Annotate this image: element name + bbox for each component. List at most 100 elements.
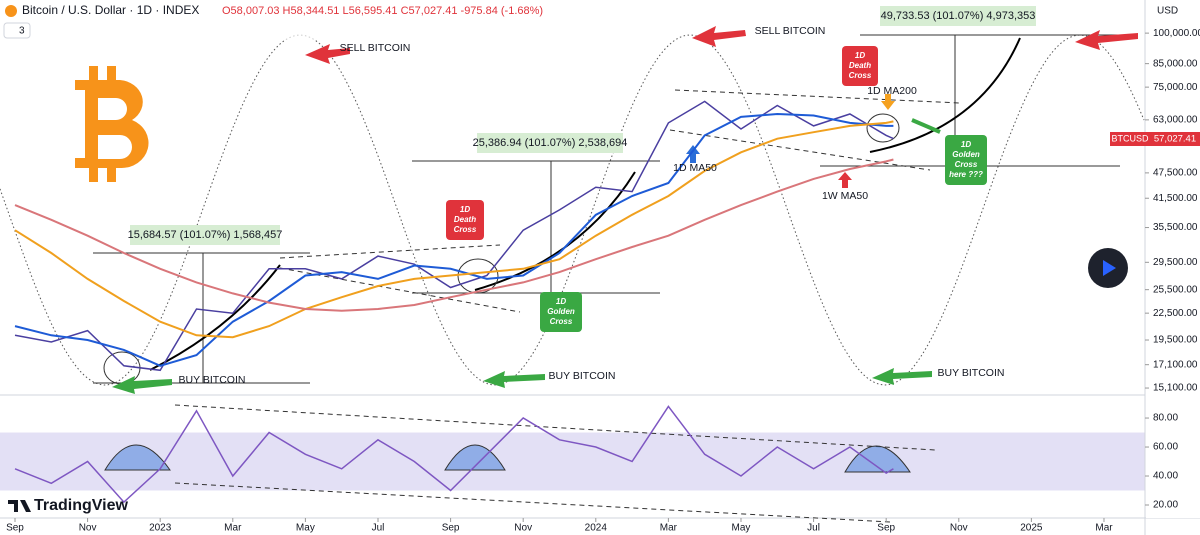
symbol-icon (5, 5, 17, 17)
channels (174, 89, 961, 523)
annotation: Cross (550, 317, 573, 326)
price-label: 57,027.41 (1154, 134, 1196, 145)
red-arrow (692, 26, 746, 47)
callout (446, 200, 484, 240)
rsi-arcs (104, 444, 911, 473)
ticker-label-bg (1110, 132, 1150, 146)
series-line (14, 405, 894, 504)
annotation: BUY BITCOIN (938, 367, 1005, 379)
annotation: 1D (556, 297, 566, 306)
x-tick-label: 2025 (1020, 523, 1043, 534)
rsi-band (0, 432, 1145, 491)
red-arrow (305, 44, 350, 64)
callout (540, 292, 582, 332)
price-axis-bg (1146, 0, 1200, 518)
y-tick-label: 41,500.00 (1153, 193, 1198, 204)
annotation: 1D MA200 (867, 85, 917, 97)
annotation: Death (454, 215, 476, 224)
indicator-count[interactable]: 3 (19, 26, 25, 37)
annotation: Golden (547, 307, 575, 316)
annotation: 1D (961, 140, 971, 149)
red-arrow (1075, 30, 1138, 50)
measure-box (130, 225, 280, 245)
x-tick-label: Nov (79, 523, 97, 534)
y-tick-label: 100,000.00 (1153, 28, 1200, 39)
annotation: 1W MA50 (822, 190, 868, 202)
plot-area (14, 100, 894, 504)
currency: USD (1157, 6, 1178, 17)
x-tick-label: Jul (372, 523, 385, 534)
annotation: SELL BITCOIN (340, 42, 411, 54)
indicator-toggle[interactable] (3, 22, 31, 39)
annotation: 1D (855, 51, 865, 60)
callout (945, 135, 987, 185)
green-pointer (911, 118, 941, 134)
y-tick-label: 63,000.00 (1153, 115, 1198, 126)
logo-bar (107, 166, 116, 182)
y-tick-label: 19,500.00 (1153, 335, 1198, 346)
y-tick-label: 75,000.00 (1153, 82, 1198, 93)
annotation: 15,684.57 (101.07%) 1,568,457 (128, 229, 283, 241)
annotations: SELL BITCOIN SELL BITCOIN BUY BITCOIN BUY B… (128, 6, 1036, 386)
logo-bar (89, 166, 98, 182)
y-tick-label: 47,500.00 (1153, 168, 1198, 179)
ohlc[interactable]: O58,007.03 H58,344.51 L56,595.41 C57,027… (222, 5, 543, 17)
annotation: BUY BITCOIN (549, 370, 616, 382)
x-tick-label: Sep (6, 523, 24, 534)
x-tick-label: Nov (950, 523, 968, 534)
ticker-label: BTCUSD (1111, 133, 1149, 143)
annotation: 1D MA50 (673, 162, 717, 174)
y-tick-label: 29,500.00 (1153, 257, 1198, 268)
green-arrow (872, 368, 932, 385)
y-tick-label: 22,500.00 (1153, 308, 1198, 319)
y-tick-label: 60.00 (1153, 442, 1178, 453)
annotation: Cross (454, 225, 477, 234)
annotation: SELL BITCOIN (755, 25, 826, 37)
x-tick-label: Mar (224, 523, 242, 534)
x-tick-label: Mar (1095, 523, 1113, 534)
x-tick-label: Sep (442, 523, 460, 534)
price-label-bg (1150, 132, 1200, 146)
x-tick-label: Nov (514, 523, 532, 534)
logo-bar (107, 66, 116, 82)
axes: 100,000.00 85,000.00 75,000.00 63,000.00 47,… (6, 28, 1200, 534)
brand: TradingView (34, 497, 129, 514)
green-arrow (112, 376, 172, 394)
annotation: 49,733.53 (101.07%) 4,973,353 (881, 10, 1036, 22)
measure-box (477, 133, 623, 153)
x-tick-label: Sep (877, 523, 895, 534)
annotation: 25,386.94 (101.07%) 2,538,694 (473, 137, 628, 149)
y-tick-label: 15,100.00 (1153, 383, 1198, 394)
x-tick-label: 2023 (149, 523, 172, 534)
annotation: here ??? (949, 170, 983, 179)
y-tick-label: 20.00 (1153, 500, 1178, 511)
measure-box (880, 6, 1036, 26)
arrows (112, 26, 1138, 394)
brand-icon (8, 500, 31, 512)
x-tick-label: May (296, 523, 315, 534)
y-tick-label: 25,500.00 (1153, 284, 1198, 295)
callout (842, 46, 878, 86)
y-tick-label: 40.00 (1153, 471, 1178, 482)
y-tick-label: 35,500.00 (1153, 222, 1198, 233)
x-tick-label: May (732, 523, 751, 534)
logo-glyph (75, 80, 149, 169)
red-arrow (838, 172, 852, 188)
y-tick-label: 80.00 (1153, 413, 1178, 424)
series-line (14, 120, 894, 339)
y-tick-label: 85,000.00 (1153, 58, 1198, 69)
logo-bar (89, 66, 98, 82)
annotation: Cross (849, 71, 872, 80)
blue-arrow (686, 145, 700, 163)
header-bg (0, 0, 520, 40)
annotation: Golden (952, 150, 980, 159)
x-tick-label: Mar (660, 523, 678, 534)
x-tick-label: 2024 (585, 523, 608, 534)
x-tick-label: Jul (807, 523, 820, 534)
symbol: Bitcoin / U.S. Dollar · 1D · INDEX (22, 3, 199, 17)
green-arrow (483, 371, 545, 388)
annotation: 1D (460, 205, 470, 214)
annotation: Cross (955, 160, 978, 169)
play-icon[interactable] (1103, 260, 1116, 276)
